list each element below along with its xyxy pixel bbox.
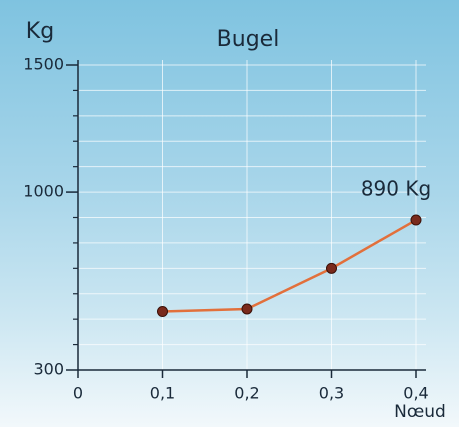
point — [410, 214, 422, 226]
y-tick-label: 1000 — [23, 182, 64, 201]
x-tick-label: 0,3 — [319, 384, 344, 403]
x-tick-label: 0 — [73, 384, 83, 403]
x-tick-label: 0,4 — [403, 384, 428, 403]
y-tick-label: 1500 — [23, 55, 64, 74]
x-axis-label: Nœud — [394, 402, 446, 422]
x-tick-label: 0,2 — [234, 384, 259, 403]
point — [241, 303, 253, 315]
point — [326, 262, 337, 274]
series-line — [162, 218, 417, 313]
y-tick-label: 300 — [33, 360, 64, 379]
x-tick-label: 0,1 — [150, 384, 175, 403]
chart-title: Bugel — [217, 27, 280, 52]
point — [157, 306, 168, 318]
y-axis-label: Kg — [26, 19, 54, 44]
data-label: 890 Kg — [361, 177, 431, 201]
